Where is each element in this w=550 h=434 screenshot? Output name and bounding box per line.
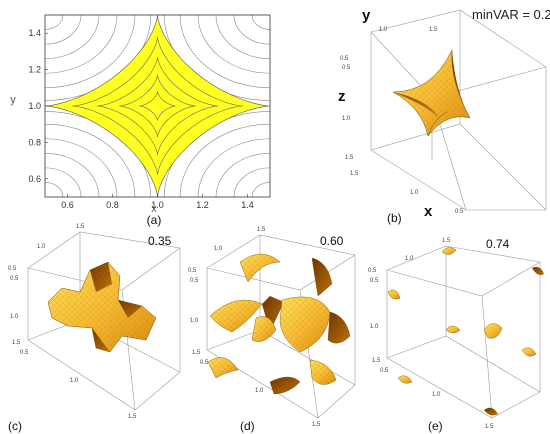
inner-contour	[96, 56, 219, 156]
e-tick-6: 0.5	[380, 368, 389, 374]
inner-contour	[119, 75, 196, 137]
c-tick-7: 1.0	[70, 378, 79, 384]
x-tick-label: 0.6	[61, 200, 74, 210]
cube-wireframe-c	[27, 231, 181, 411]
contour-line	[45, 15, 136, 89]
e-tick-2: 0.5	[368, 268, 377, 274]
z-axis-label-3d: z	[338, 88, 346, 105]
x-tick-label: 1.4	[241, 200, 254, 210]
b-tick-7: 1.0	[410, 190, 419, 196]
b-tick-4: 1.0	[342, 116, 351, 122]
c-tick-8: 1.5	[128, 414, 137, 420]
caption-d: (d)	[240, 419, 255, 433]
d-tick-4: 1.0	[190, 318, 199, 324]
c-tick-1: 1.0	[37, 244, 46, 250]
e-tick-0: 1.5	[442, 238, 451, 244]
c-tick-6: 0.5	[20, 350, 29, 356]
x-tick-label: 1.2	[196, 200, 209, 210]
b-tick-1: 1.0	[379, 27, 388, 33]
caption-b: (b)	[387, 211, 402, 225]
d-tick-8: 1.5	[312, 422, 321, 428]
d-tick-0: 1.5	[257, 227, 266, 233]
d-tick-5: 1.5	[192, 350, 201, 356]
surface-e	[387, 247, 544, 416]
x-axis-label-3d: x	[424, 203, 433, 220]
b-tick-3: 0.5	[342, 65, 351, 71]
e-tick-7: 1.0	[432, 392, 441, 398]
b-tick-5: 1.5	[345, 155, 354, 161]
y-tick-label: 1.4	[28, 28, 41, 38]
y-axis-label-3d: y	[362, 7, 371, 24]
surface-b	[392, 49, 471, 137]
panel-e: 1.5 1.0 0.5 0.5 1.0 1.5 0.5 1.0 1.5 0.74…	[368, 237, 544, 433]
b-tick-6: 1.5	[350, 171, 359, 177]
minvar-title: minVAR = 0.25	[472, 7, 550, 22]
x-tick-label: 1.0	[151, 200, 164, 210]
inner-contours	[71, 36, 244, 176]
surface-c	[47, 261, 157, 353]
x-tick-label: 0.8	[106, 200, 119, 210]
c-tick-3: 0.5	[10, 276, 19, 282]
y-tick-label: 0.6	[28, 174, 41, 184]
inner-contour	[71, 36, 244, 176]
c-tick-2: 0.5	[8, 266, 17, 272]
d-tick-1: 1.0	[214, 246, 223, 252]
panel-b: 1.5 1.0 0.5 0.5 1.0 1.5 1.5 1.0 0.5 y z …	[338, 7, 550, 225]
d-tick-3: 0.5	[190, 278, 199, 284]
contour-line	[45, 15, 118, 74]
y-tick-label: 1.2	[28, 65, 41, 75]
x-axis-label: x	[151, 203, 157, 215]
caption-a: (a)	[147, 213, 162, 227]
panel-d: 1.5 1.0 0.5 0.5 1.0 1.5 0.5 1.0 1.5 0.60…	[188, 227, 356, 433]
d-tick-2: 0.5	[188, 268, 197, 274]
e-tick-8: 1.5	[485, 424, 494, 430]
caption-e: (e)	[428, 419, 443, 433]
e-tick-4: 1.0	[370, 324, 379, 330]
y-tick-label: 1.0	[28, 101, 41, 111]
b-tick-2: 0.5	[340, 56, 349, 62]
y-tick-label: 0.8	[28, 137, 41, 147]
c-tick-4: 1.0	[10, 314, 19, 320]
b-tick-0: 1.5	[429, 27, 438, 33]
panel-a: 0.6 0.8 1.0 1.2 1.4 0.6 0.8 1.0 1.2 1.4 x y (a)	[10, 14, 271, 227]
e-tick-3: 0.5	[370, 278, 379, 284]
value-c: 0.35	[148, 234, 172, 248]
value-e: 0.74	[486, 237, 510, 251]
cube-wireframe-e	[386, 245, 541, 419]
e-tick-1: 1.0	[405, 256, 414, 262]
d-tick-6: 0.5	[200, 360, 209, 366]
d-tick-7: 1.0	[255, 388, 264, 394]
y-axis-label: y	[10, 94, 16, 106]
c-tick-0: 1.5	[76, 224, 85, 230]
panel-a-ticks: 0.6 0.8 1.0 1.2 1.4 0.6 0.8 1.0 1.2 1.4	[28, 28, 253, 210]
inner-contour	[139, 91, 176, 121]
b-tick-8: 0.5	[455, 209, 464, 215]
e-tick-5: 1.5	[372, 358, 381, 364]
surface-d	[207, 253, 351, 395]
astroid-region	[44, 14, 271, 198]
caption-c: (c)	[8, 419, 22, 433]
panel-c: 1.5 1.0 0.5 0.5 1.0 1.5 0.5 1.0 1.5 0.35…	[8, 224, 181, 433]
cube-wireframe-d	[206, 234, 356, 419]
c-tick-5: 1.5	[12, 340, 21, 346]
value-d: 0.60	[320, 234, 344, 248]
